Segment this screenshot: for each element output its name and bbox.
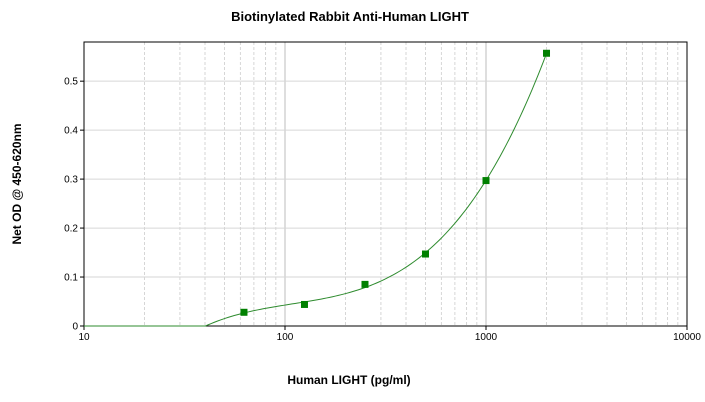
x-tick-label: 10 — [78, 332, 90, 343]
plot-frame — [83, 41, 688, 327]
y-tick-label: 0 — [72, 322, 78, 333]
y-axis-label: Net OD @ 450-620nm — [10, 123, 24, 244]
x-tick-label: 1000 — [475, 332, 498, 343]
data-point — [300, 300, 308, 308]
x-axis: 10 100 1000 10000 — [78, 326, 701, 343]
y-tick-label: 0.3 — [64, 175, 78, 186]
y-tick-label: 0.1 — [64, 273, 78, 284]
x-tick-label: 100 — [277, 332, 294, 343]
data-point — [543, 49, 551, 57]
y-tick-label: 0.2 — [64, 224, 78, 235]
grid — [84, 42, 687, 326]
data-point — [482, 177, 490, 185]
fit-curve — [84, 53, 547, 327]
y-tick-label: 0.5 — [64, 77, 78, 88]
chart-title: Biotinylated Rabbit Anti-Human LIGHT — [231, 9, 469, 24]
data-point — [421, 250, 429, 258]
x-tick-label: 10000 — [673, 332, 701, 343]
data-points — [240, 49, 551, 316]
x-axis-label: Human LIGHT (pg/ml) — [287, 373, 410, 387]
y-axis: 0 0.1 0.2 0.3 0.4 0.5 — [64, 77, 84, 333]
y-tick-label: 0.4 — [64, 126, 78, 137]
data-point — [240, 308, 248, 316]
data-point — [361, 280, 369, 288]
